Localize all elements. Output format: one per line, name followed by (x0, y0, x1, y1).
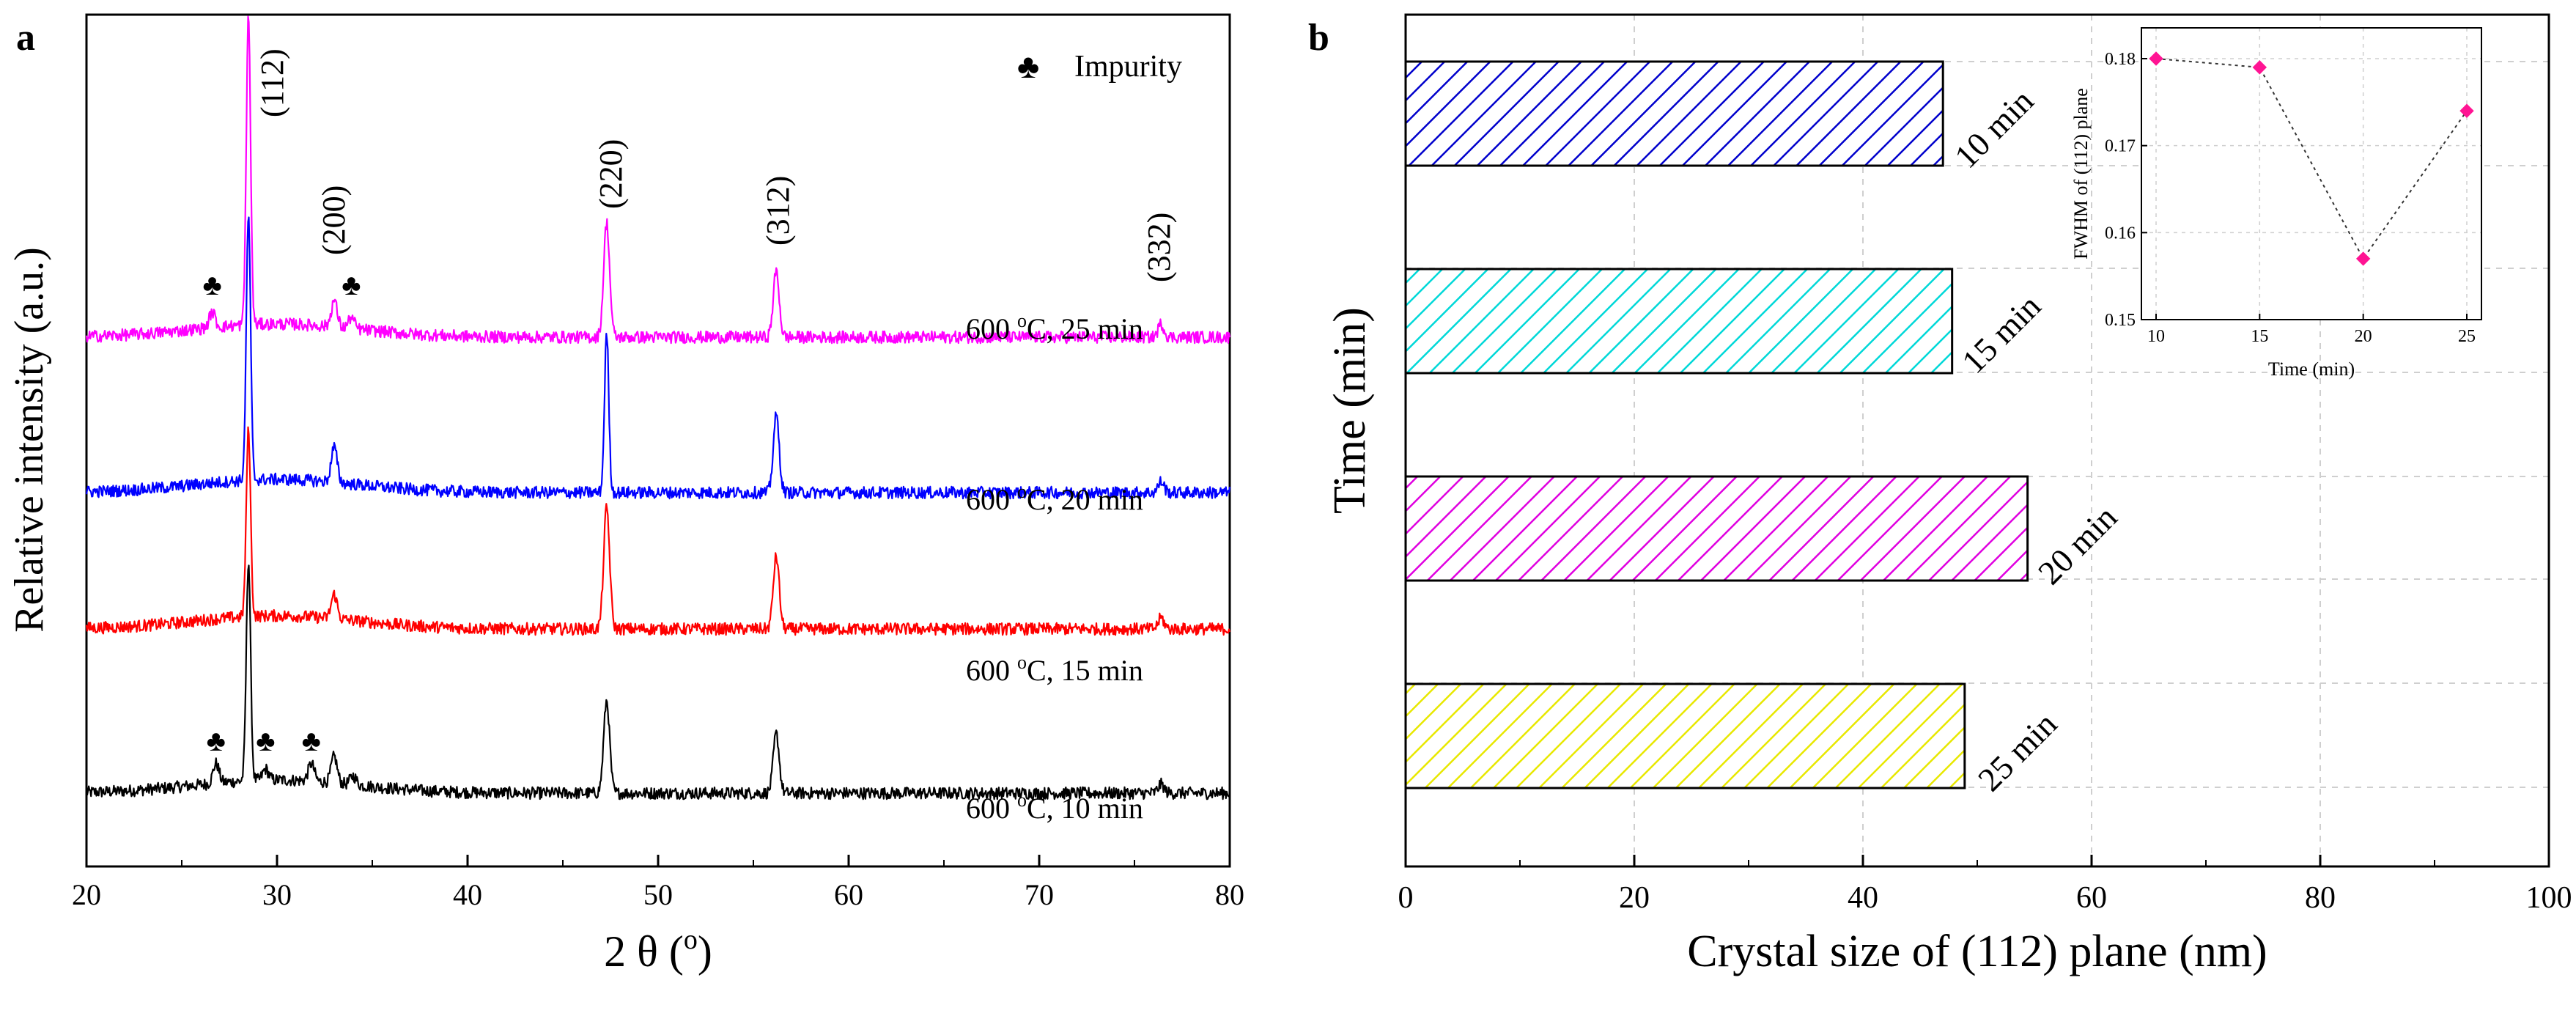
inset-x-tick-label: 25 (2458, 327, 2476, 346)
impurity-mark: ♣ (342, 268, 361, 301)
bar-20min (1404, 475, 2029, 582)
impurity-mark: ♣ (202, 268, 221, 301)
peak-label-312: (312) (760, 176, 796, 246)
fwhm-inset-chart: 10 15 20 25 0.15 0.16 0.17 0.18 Time (min) FWHM… (2070, 27, 2482, 380)
bar-x-tick-label: 20 (1619, 881, 1650, 915)
inset-connector-line (2155, 58, 2468, 260)
inset-x-tick-label: 15 (2251, 327, 2268, 346)
bars (1404, 60, 2029, 789)
xrd-peak-labels: (112) (200) (220) (312) (332) (254, 48, 1177, 282)
inset-y-tick-label: 0.18 (2105, 50, 2136, 69)
series-label-10min: 600 oC, 10 min (966, 789, 1143, 825)
bar-x-tick-label: 80 (2305, 881, 2336, 915)
inset-grid (2141, 28, 2481, 320)
peak-label-332: (332) (1141, 213, 1177, 282)
inset-y-axis-label: FWHM of (112) plane (2070, 88, 2092, 259)
bar-x-tick-label: 60 (2076, 881, 2107, 915)
inset-y-tick-label: 0.15 (2105, 311, 2136, 330)
series-label-15min: 600 oC, 15 min (966, 652, 1143, 687)
bar-x-tick-label: 100 (2526, 881, 2572, 915)
bar-label-25min: 25 min (1971, 705, 2064, 798)
series-label-20min: 600 oC, 20 min (966, 481, 1143, 516)
inset-background (2141, 28, 2481, 320)
inset-x-axis-label: Time (min) (2268, 358, 2355, 380)
xrd-curve-25min (85, 15, 1231, 345)
xrd-curve-20min (85, 216, 1231, 500)
inset-x-tick-label: 20 (2355, 327, 2372, 346)
xrd-curve-15min (85, 426, 1231, 636)
xrd-x-tick-label: 80 (1215, 878, 1244, 911)
xrd-chart: ♣ ♣ ♣ ♣ ♣ 20 30 40 50 60 70 80 (112) (200) (220) (… (7, 13, 1244, 976)
bar-label-20min: 20 min (2031, 498, 2124, 592)
peak-label-112: (112) (254, 48, 290, 117)
bar-x-ticks: 0 20 40 60 80 100 (1398, 855, 2572, 915)
panel-label-b: b (1308, 17, 1329, 59)
inset-y-tick-label: 0.17 (2105, 137, 2136, 156)
bar-15min (1404, 268, 1954, 375)
impurity-mark: ♣ (302, 724, 321, 757)
bar-25min (1404, 682, 1966, 789)
peak-label-200: (200) (316, 185, 352, 255)
inset-x-tick-label: 10 (2147, 327, 2165, 346)
xrd-legend: ♣ Impurity (1017, 48, 1182, 85)
inset-ticks: 10 15 20 25 0.15 0.16 0.17 0.18 (2105, 50, 2476, 346)
impurity-mark: ♣ (207, 724, 226, 757)
xrd-x-tick-label: 30 (262, 878, 292, 911)
legend-impurity-label: Impurity (1074, 50, 1182, 84)
inset-point (2459, 103, 2474, 118)
xrd-impurity-marks: ♣ ♣ ♣ ♣ ♣ (202, 268, 361, 757)
bar-y-axis-label: Time (min) (1325, 307, 1375, 514)
bar-label-10min: 10 min (1947, 82, 2040, 175)
inset-frame (2141, 27, 2482, 320)
xrd-x-tick-label: 50 (643, 878, 673, 911)
inset-series (2149, 51, 2474, 266)
xrd-y-axis-label: Relative intensity (a.u.) (7, 247, 52, 633)
inset-point (2252, 60, 2267, 75)
inset-point (2355, 251, 2371, 266)
bar-10min (1404, 60, 1944, 167)
xrd-x-tick-label: 70 (1025, 878, 1054, 911)
panel-label-a: a (16, 17, 35, 59)
xrd-x-tick-label: 60 (834, 878, 863, 911)
bar-label-15min: 15 min (1955, 287, 2048, 380)
inset-point (2149, 51, 2163, 66)
legend-club-symbol: ♣ (1017, 48, 1039, 85)
bar-x-axis-label: Crystal size of (112) plane (nm) (1687, 927, 2267, 976)
xrd-x-tick-label: 20 (72, 878, 101, 911)
bar-x-tick-label: 0 (1398, 881, 1414, 915)
crystal-size-chart: 0 20 40 60 80 100 10 min 15 min 20 min 25 min… (1325, 13, 2572, 976)
xrd-x-tick-label: 40 (453, 878, 482, 911)
xrd-curve-10min (85, 564, 1230, 800)
xrd-x-ticks: 20 30 40 50 60 70 80 (72, 855, 1244, 911)
inset-y-tick-label: 0.16 (2105, 224, 2136, 243)
xrd-curves (85, 15, 1231, 800)
bar-x-tick-label: 40 (1848, 881, 1878, 915)
peak-label-220: (220) (593, 139, 629, 209)
series-label-25min: 600 oC, 25 min (966, 310, 1143, 345)
impurity-mark: ♣ (256, 724, 275, 757)
xrd-x-axis-label: 2 θ (o) (604, 924, 712, 976)
